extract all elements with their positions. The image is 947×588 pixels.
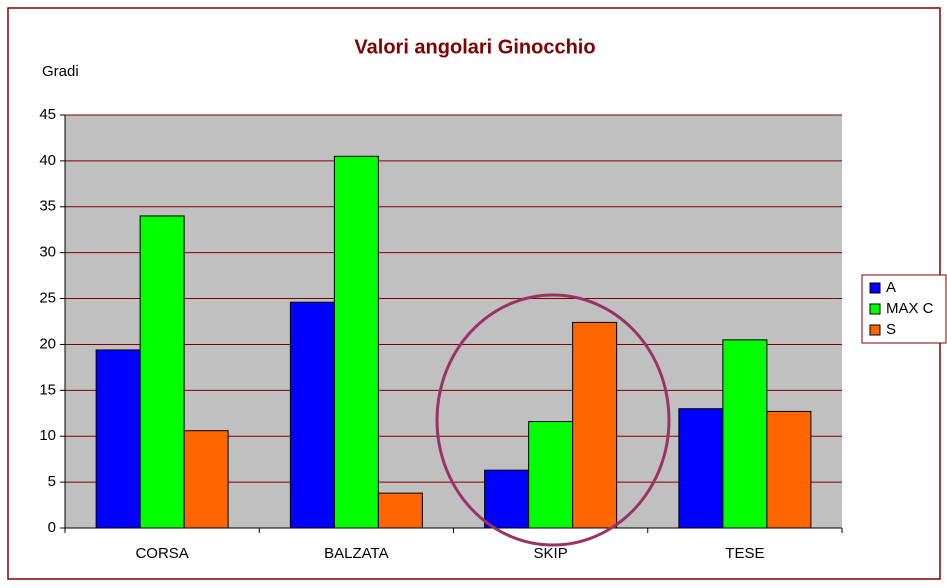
bar	[333, 155, 379, 529]
bar	[377, 492, 423, 529]
y-tick-label: 15	[39, 381, 56, 398]
bar	[678, 408, 724, 529]
legend-swatch	[869, 303, 881, 315]
y-tick-label: 0	[48, 519, 56, 536]
bar	[484, 469, 530, 529]
bar	[722, 339, 768, 529]
x-tick-label: CORSA	[135, 545, 188, 562]
legend-label: S	[886, 321, 896, 338]
legend-label: MAX C	[886, 300, 934, 317]
y-tick-label: 40	[39, 152, 56, 169]
y-tick-label: 10	[39, 427, 56, 444]
y-tick-label: 45	[39, 106, 56, 123]
chart-title: Valori angolari Ginocchio	[354, 36, 595, 58]
legend-swatch	[869, 324, 881, 336]
y-tick-label: 5	[48, 473, 56, 490]
legend-swatch	[869, 282, 881, 294]
y-tick-label: 20	[39, 335, 56, 352]
bar	[528, 421, 574, 529]
bar	[766, 410, 812, 529]
y-axis-label: Gradi	[42, 63, 79, 80]
bar	[289, 301, 335, 529]
bar	[95, 349, 141, 529]
x-tick-label: SKIP	[534, 545, 568, 562]
bar	[183, 430, 229, 529]
bar	[139, 215, 185, 529]
y-tick-label: 25	[39, 290, 56, 307]
bar	[572, 321, 618, 529]
y-tick-label: 30	[39, 244, 56, 261]
annotation-circle	[435, 293, 671, 547]
x-tick-label: TESE	[725, 545, 764, 562]
x-tick-label: BALZATA	[324, 545, 388, 562]
y-tick-label: 35	[39, 198, 56, 215]
legend-label: A	[886, 279, 896, 296]
